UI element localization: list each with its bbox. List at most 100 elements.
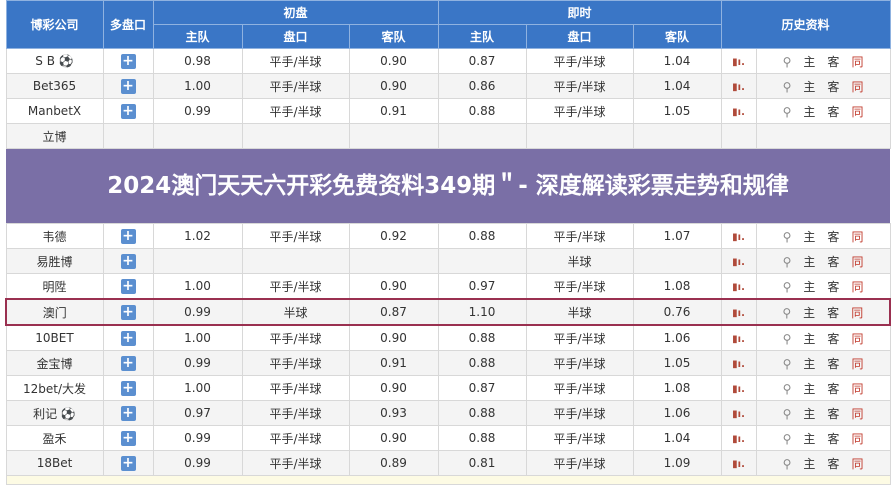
history-away-link[interactable]: 客 (827, 406, 840, 421)
col-live: 即时 (437, 0, 722, 25)
bar-chart-icon[interactable]: ▮ı. (732, 459, 745, 470)
company-name: 利记 ⚽ (5, 400, 104, 426)
bar-chart-icon[interactable]: ▮ı. (732, 282, 745, 293)
plus-icon[interactable]: + (120, 303, 136, 320)
history-same-link[interactable]: 同 (851, 229, 864, 244)
initial-away: 0.90 (348, 375, 439, 401)
plus-icon[interactable]: + (120, 354, 136, 371)
history-home-link[interactable]: 主 (803, 79, 816, 94)
bar-chart-icon[interactable]: ▮ı. (732, 107, 745, 118)
history-home-link[interactable]: 主 (803, 456, 816, 471)
bar-chart-icon[interactable]: ▮ı. (732, 384, 745, 395)
history-away-link[interactable]: 客 (827, 54, 840, 69)
history-same-link[interactable]: 同 (851, 431, 864, 446)
plus-icon[interactable]: + (120, 277, 136, 294)
bar-chart-icon[interactable]: ▮ı. (732, 232, 745, 243)
history-same-link[interactable]: 同 (851, 79, 864, 94)
bar-chart-icon[interactable]: ▮ı. (732, 409, 745, 420)
history-home-link[interactable]: 主 (803, 305, 816, 320)
history-home-link[interactable]: 主 (803, 229, 816, 244)
live-home: 1.10 (437, 298, 527, 326)
history-home-link[interactable]: 主 (803, 381, 816, 396)
history-home-link[interactable]: 主 (803, 431, 816, 446)
history-same-link[interactable]: 同 (851, 54, 864, 69)
history-away-link[interactable]: 客 (827, 79, 840, 94)
history-away-link[interactable]: 客 (827, 305, 840, 320)
history-away-link[interactable]: 客 (827, 431, 840, 446)
initial-home: 1.00 (152, 273, 243, 300)
bar-chart-icon[interactable]: ▮ı. (732, 334, 745, 345)
history-same-link[interactable]: 同 (851, 104, 864, 119)
history-home-link[interactable]: 主 (803, 356, 816, 371)
table-row: Bet365 + 1.00 平手/半球 0.90 0.86 平手/半球 1.04… (5, 73, 891, 99)
search-icon[interactable]: ⚲ (782, 331, 792, 346)
chart-cell: ▮ı. (720, 98, 757, 124)
history-home-link[interactable]: 主 (803, 104, 816, 119)
initial-away: 0.91 (348, 350, 439, 376)
history-away-link[interactable]: 客 (827, 229, 840, 244)
history-same-link[interactable]: 同 (851, 406, 864, 421)
history-same-link[interactable]: 同 (851, 456, 864, 471)
history-home-link[interactable]: 主 (803, 279, 816, 294)
search-icon[interactable]: ⚲ (782, 381, 792, 396)
search-icon[interactable]: ⚲ (782, 406, 792, 421)
search-icon[interactable]: ⚲ (782, 54, 792, 69)
history-cell: ⚲ 主客同 (755, 48, 891, 74)
initial-away: 0.89 (348, 450, 439, 476)
live-home (437, 248, 527, 274)
plus-icon[interactable]: + (120, 379, 136, 396)
history-away-link[interactable]: 客 (827, 279, 840, 294)
bar-chart-icon[interactable]: ▮ı. (732, 308, 745, 319)
history-same-link[interactable]: 同 (851, 381, 864, 396)
search-icon[interactable]: ⚲ (782, 305, 792, 320)
chart-cell: ▮ı. (720, 223, 757, 249)
plus-icon[interactable]: + (120, 227, 136, 244)
history-cell: ⚲ 主客同 (755, 223, 891, 249)
plus-icon[interactable]: + (120, 77, 136, 94)
history-same-link[interactable]: 同 (851, 279, 864, 294)
history-home-link[interactable]: 主 (803, 254, 816, 269)
plus-icon[interactable]: + (120, 52, 136, 69)
search-icon[interactable]: ⚲ (782, 229, 792, 244)
chart-cell (720, 123, 757, 149)
live-home: 0.86 (437, 73, 527, 99)
plus-icon[interactable]: + (120, 102, 136, 119)
search-icon[interactable]: ⚲ (782, 254, 792, 269)
history-same-link[interactable]: 同 (851, 356, 864, 371)
bar-chart-icon[interactable]: ▮ı. (732, 359, 745, 370)
plus-icon[interactable]: + (120, 429, 136, 446)
history-away-link[interactable]: 客 (827, 104, 840, 119)
search-icon[interactable]: ⚲ (782, 456, 792, 471)
search-icon[interactable]: ⚲ (782, 356, 792, 371)
bar-chart-icon[interactable]: ▮ı. (732, 257, 745, 268)
search-icon[interactable]: ⚲ (782, 279, 792, 294)
initial-line: 平手/半球 (241, 324, 350, 351)
history-same-link[interactable]: 同 (851, 254, 864, 269)
history-home-link[interactable]: 主 (803, 54, 816, 69)
bar-chart-icon[interactable]: ▮ı. (732, 57, 745, 68)
history-away-link[interactable]: 客 (827, 381, 840, 396)
history-away-link[interactable]: 客 (827, 456, 840, 471)
bar-chart-icon[interactable]: ▮ı. (732, 82, 745, 93)
search-icon[interactable]: ⚲ (782, 79, 792, 94)
bar-chart-icon[interactable]: ▮ı. (732, 434, 745, 445)
plus-icon[interactable]: + (120, 329, 136, 346)
plus-icon[interactable]: + (120, 404, 136, 421)
search-icon[interactable]: ⚲ (782, 431, 792, 446)
live-line: 平手/半球 (525, 98, 634, 124)
initial-line: 平手/半球 (241, 98, 350, 124)
history-cell: ⚲ 主客同 (755, 248, 891, 274)
history-same-link[interactable]: 同 (851, 331, 864, 346)
search-icon[interactable]: ⚲ (782, 104, 792, 119)
history-home-link[interactable]: 主 (803, 406, 816, 421)
plus-icon[interactable]: + (120, 252, 136, 269)
company-name: 易胜博 (5, 248, 104, 274)
live-home: 0.88 (437, 350, 527, 376)
history-away-link[interactable]: 客 (827, 254, 840, 269)
history-home-link[interactable]: 主 (803, 331, 816, 346)
plus-icon[interactable]: + (120, 454, 136, 471)
live-home: 0.88 (437, 400, 527, 426)
history-away-link[interactable]: 客 (827, 331, 840, 346)
history-same-link[interactable]: 同 (851, 305, 864, 320)
history-away-link[interactable]: 客 (827, 356, 840, 371)
